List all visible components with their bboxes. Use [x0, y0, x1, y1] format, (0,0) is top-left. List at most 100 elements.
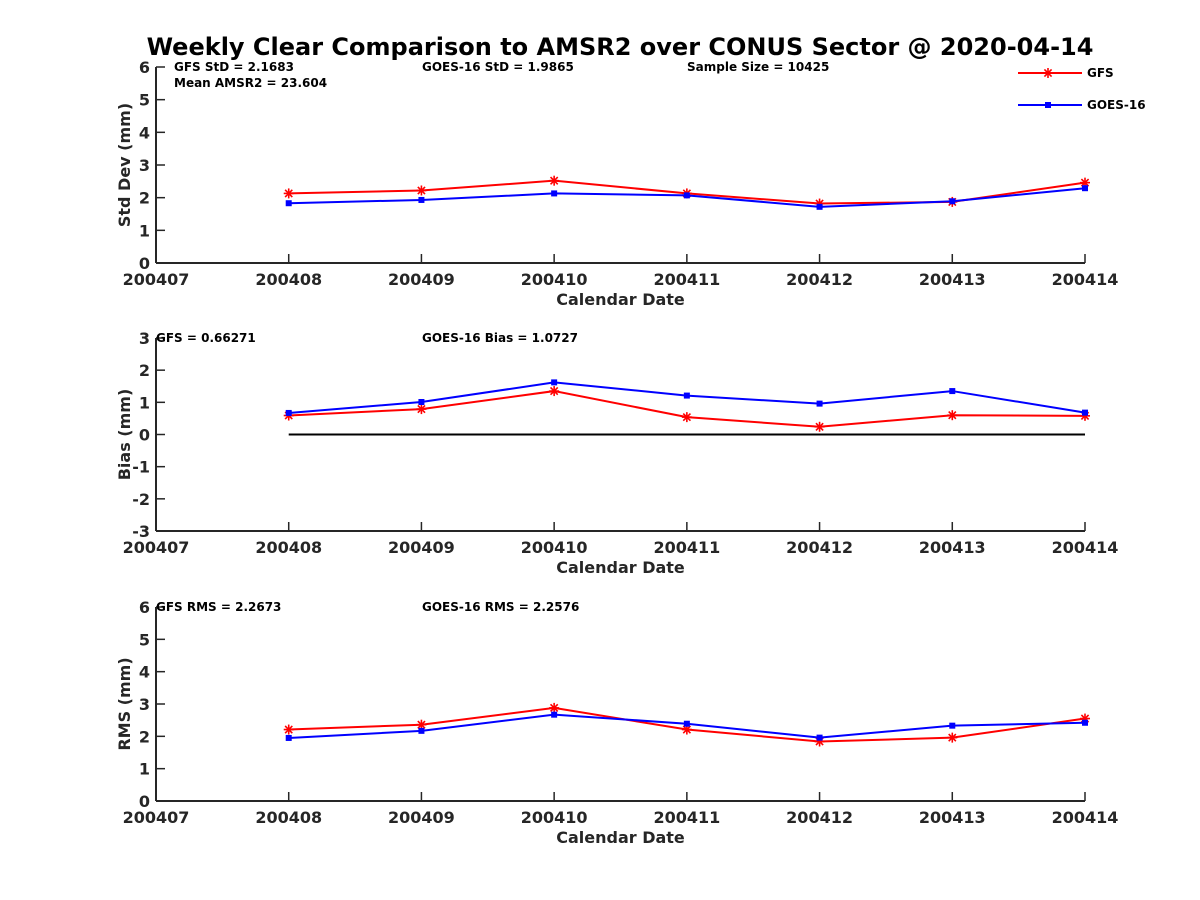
x-tick-label: 200411 — [653, 270, 720, 289]
x-tick-label: 200407 — [123, 270, 190, 289]
y-tick-label: 0 — [139, 426, 150, 445]
panel-2: 200407 200408 200409 200410 200411 200412 2004… — [115, 329, 1118, 577]
series-gfs-point-d2 — [284, 189, 293, 198]
annotation: GOES-16 Bias = 1.0727 — [422, 331, 578, 345]
series-gfs-point — [283, 724, 294, 735]
series-goes16-point — [551, 190, 558, 197]
annotation: Sample Size = 10425 — [687, 60, 829, 74]
legend: GFS GOES-16 — [1018, 66, 1146, 112]
series-gfs-point — [947, 732, 958, 743]
x-tick-label: 200408 — [255, 270, 322, 289]
panels: 200407 200408 200409 200410 200411 200412 2004… — [115, 58, 1118, 847]
y-tick-label: -3 — [132, 522, 150, 541]
y-tick-label: 2 — [139, 361, 150, 380]
annotation: GFS = 0.66271 — [156, 331, 256, 345]
y-tick-label: 1 — [139, 393, 150, 412]
y-tick-label: 2 — [139, 727, 150, 746]
x-tick-label: 200410 — [521, 808, 588, 827]
series-goes16-point — [816, 203, 823, 210]
series-goes16 — [285, 185, 1088, 210]
x-tick-label: 200412 — [786, 808, 853, 827]
series-gfs-point-d2 — [1080, 178, 1090, 187]
series-gfs-point-d2 — [682, 412, 692, 422]
y-axis-label: Bias (mm) — [115, 389, 134, 481]
annotation: GOES-16 RMS = 2.2576 — [422, 600, 579, 614]
x-tick-label: 200414 — [1052, 808, 1119, 827]
annotation: GFS RMS = 2.2673 — [156, 600, 281, 614]
series-gfs-point-d2 — [417, 720, 426, 729]
series-gfs-point-d2 — [417, 186, 426, 195]
y-tick-label: 5 — [139, 91, 150, 110]
series-goes16-point — [683, 192, 690, 199]
series-gfs-point-d2 — [549, 386, 559, 396]
series-gfs-point — [1080, 177, 1090, 188]
x-tick-label: 200410 — [521, 270, 588, 289]
series-goes16 — [285, 379, 1088, 416]
legend-label-gfs: GFS — [1087, 66, 1114, 80]
series-goes16-point — [683, 720, 690, 727]
series-gfs-point — [947, 410, 958, 421]
series-gfs-point — [681, 412, 692, 423]
y-tick-label: 3 — [139, 156, 150, 175]
series-goes16-point — [949, 388, 956, 395]
y-tick-label: 0 — [139, 254, 150, 273]
y-tick-label: -1 — [132, 458, 150, 477]
series-goes16-point — [418, 196, 425, 203]
series-gfs-point-d2 — [417, 404, 426, 414]
series-gfs — [283, 175, 1090, 209]
x-axis-label: Calendar Date — [556, 558, 685, 577]
series-gfs-point — [549, 386, 560, 397]
legend-label-goes16: GOES-16 — [1087, 98, 1146, 112]
series-goes16-point — [683, 392, 690, 399]
series-gfs-point-d2 — [549, 176, 559, 185]
x-tick-label: 200413 — [919, 808, 986, 827]
series-gfs-point-d2 — [948, 733, 957, 742]
series-goes16 — [285, 711, 1088, 741]
series-gfs-point — [814, 421, 825, 432]
series-goes16-point — [1082, 719, 1088, 726]
series-gfs-point-d2 — [549, 703, 559, 713]
series-goes16-point — [285, 409, 292, 416]
y-tick-label: 1 — [139, 221, 150, 240]
x-tick-label: 200409 — [388, 270, 455, 289]
y-tick-label: 4 — [139, 123, 150, 142]
x-axis-label: Calendar Date — [556, 290, 685, 309]
series-goes16-point — [949, 198, 956, 205]
x-tick-label: 200409 — [388, 538, 455, 557]
series-goes16-point — [418, 727, 425, 734]
series-gfs-point-d2 — [948, 411, 957, 420]
y-tick-label: 3 — [139, 695, 150, 714]
y-axis-label: RMS (mm) — [115, 657, 134, 750]
legend-marker-gfs — [1043, 68, 1053, 78]
x-tick-label: 200412 — [786, 270, 853, 289]
series-goes16-point — [1082, 409, 1088, 416]
y-tick-label: 2 — [139, 189, 150, 208]
x-tick-label: 200407 — [123, 808, 190, 827]
x-tick-label: 200413 — [919, 538, 986, 557]
series-gfs — [283, 702, 1090, 747]
y-axis-label: Std Dev (mm) — [115, 103, 134, 227]
x-tick-label: 200414 — [1052, 538, 1119, 557]
x-tick-label: 200411 — [653, 538, 720, 557]
series-gfs — [283, 386, 1090, 432]
series-gfs-point — [416, 719, 427, 730]
panel-1: 200407 200408 200409 200410 200411 200412 2004… — [115, 58, 1118, 309]
annotation: Mean AMSR2 = 23.604 — [174, 76, 327, 90]
x-tick-label: 200410 — [521, 538, 588, 557]
y-tick-label: 1 — [139, 760, 150, 779]
y-tick-label: -2 — [132, 490, 150, 509]
x-tick-label: 200408 — [255, 538, 322, 557]
series-goes16-point — [1082, 185, 1088, 192]
legend-entry-gfs: GFS — [1018, 66, 1114, 80]
series-gfs-point — [416, 404, 427, 415]
chart-title: Weekly Clear Comparison to AMSR2 over CO… — [147, 33, 1094, 61]
series-goes16-point — [418, 399, 425, 406]
x-tick-label: 200411 — [653, 808, 720, 827]
x-tick-label: 200413 — [919, 270, 986, 289]
series-gfs-point — [283, 188, 294, 199]
y-tick-label: 5 — [139, 630, 150, 649]
series-goes16-point — [949, 722, 956, 729]
series-goes16-point — [816, 400, 823, 407]
x-axis-label: Calendar Date — [556, 828, 685, 847]
